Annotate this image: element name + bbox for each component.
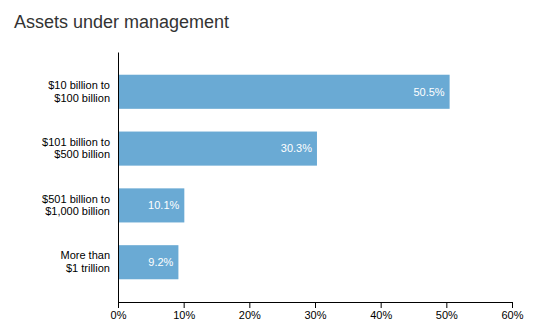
tick: 20% bbox=[239, 302, 261, 321]
data-labels: 9.2% 10.1% 30.3% 50.5% bbox=[148, 86, 445, 268]
bar bbox=[118, 75, 450, 109]
y-axis: More than$1 trillion $501 billion to$1,00… bbox=[42, 53, 118, 303]
tick-label: 10% bbox=[173, 309, 195, 321]
bar bbox=[118, 132, 317, 166]
bar bbox=[118, 188, 184, 222]
tick-mark bbox=[381, 302, 382, 308]
tick-label: 40% bbox=[370, 309, 392, 321]
tick-label: $10 billion to$100 billion bbox=[48, 79, 110, 104]
bars bbox=[118, 75, 450, 280]
tick: More than$1 trillion bbox=[60, 249, 110, 274]
tick-label: $101 billion to$500 billion bbox=[42, 136, 110, 161]
tick: $501 billion to$1,000 billion bbox=[42, 193, 110, 218]
tick-label: 0% bbox=[111, 309, 127, 321]
chart: Assets under management 0% 10% 20% 30% 40% 50%… bbox=[0, 0, 540, 334]
tick: 10% bbox=[173, 302, 195, 321]
data-label: 30.3% bbox=[281, 142, 312, 154]
tick: 50% bbox=[436, 302, 458, 321]
tick: 30% bbox=[304, 302, 326, 321]
tick: 60% bbox=[501, 302, 523, 321]
tick-mark bbox=[118, 302, 119, 308]
tick: $101 billion to$500 billion bbox=[42, 136, 110, 161]
tick-label: 60% bbox=[501, 309, 523, 321]
tick-mark bbox=[249, 302, 250, 308]
plot: 0% 10% 20% 30% 40% 50% 60% More than$1 trillion… bbox=[42, 53, 524, 321]
tick-label: 20% bbox=[239, 309, 261, 321]
tick-label: 50% bbox=[436, 309, 458, 321]
data-label: 9.2% bbox=[148, 256, 173, 268]
tick: 40% bbox=[370, 302, 392, 321]
bar bbox=[118, 245, 178, 279]
data-label: 10.1% bbox=[148, 199, 179, 211]
tick: $10 billion to$100 billion bbox=[48, 79, 110, 104]
tick-label: 30% bbox=[304, 309, 326, 321]
tick-mark bbox=[512, 302, 513, 308]
tick-mark bbox=[184, 302, 185, 308]
data-label: 50.5% bbox=[413, 86, 444, 98]
title: Assets under management bbox=[14, 12, 229, 32]
x-axis: 0% 10% 20% 30% 40% 50% 60% bbox=[111, 302, 524, 321]
tick-label: $501 billion to$1,000 billion bbox=[42, 193, 110, 218]
tick-mark bbox=[446, 302, 447, 308]
tick-mark bbox=[315, 302, 316, 308]
axis-line bbox=[119, 303, 513, 309]
tick: 0% bbox=[111, 302, 127, 321]
tick-label: More than$1 trillion bbox=[60, 249, 110, 274]
axis-line bbox=[118, 53, 119, 303]
